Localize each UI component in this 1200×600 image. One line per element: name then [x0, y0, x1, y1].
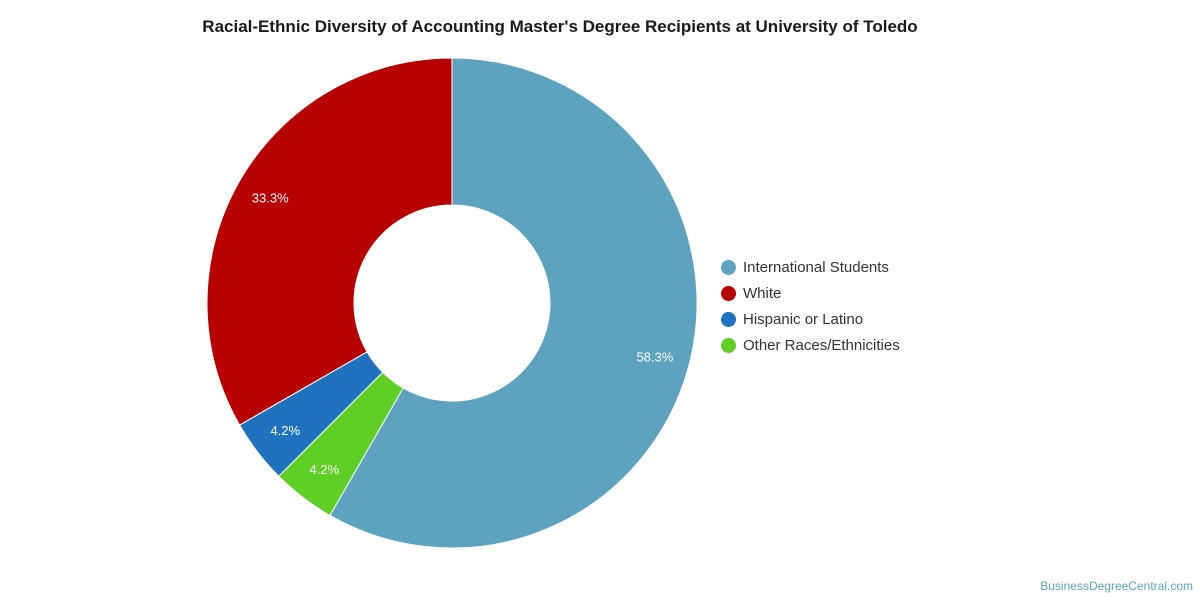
legend-label: International Students [743, 258, 889, 276]
slice-label-other-races-ethnicities: 4.2% [310, 462, 340, 477]
legend-item-other-races-ethnicities[interactable]: Other Races/Ethnicities [721, 332, 900, 358]
slice-white[interactable] [206, 57, 453, 426]
slice-label-white: 33.3% [252, 190, 289, 205]
slice-labels: 58.3% 4.2% 4.2% 33.3% [252, 190, 674, 477]
slice-label-international-students: 58.3% [636, 350, 673, 365]
donut-slices [206, 57, 698, 549]
source-credit[interactable]: BusinessDegreeCentral.com [1040, 579, 1193, 593]
chart-legend: International Students White Hispanic or L… [721, 254, 900, 358]
legend-swatch [721, 259, 736, 275]
legend-item-white[interactable]: White [721, 280, 900, 306]
legend-swatch [721, 285, 736, 301]
legend-item-international-students[interactable]: International Students [721, 254, 900, 280]
slice-international-students[interactable] [329, 57, 698, 549]
legend-item-hispanic-or-latino[interactable]: Hispanic or Latino [721, 306, 900, 332]
legend-swatch [721, 337, 736, 353]
legend-label: Hispanic or Latino [743, 310, 864, 328]
legend-label: White [743, 284, 782, 302]
slice-label-hispanic-or-latino: 4.2% [270, 423, 300, 438]
chart-title: Racial-Ethnic Diversity of Accounting Ma… [202, 17, 918, 36]
legend-swatch [721, 311, 736, 327]
legend-label: Other Races/Ethnicities [743, 336, 900, 354]
